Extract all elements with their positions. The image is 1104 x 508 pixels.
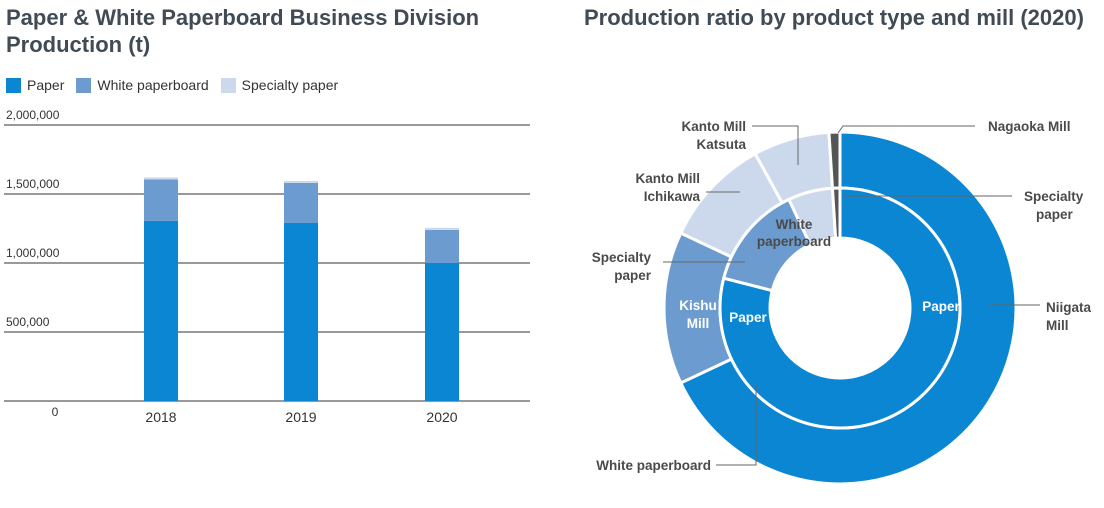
legend-swatch-specialty-paper (220, 77, 236, 93)
label-inner-paper-left: Paper (729, 310, 767, 325)
bar-segment (425, 227, 459, 230)
label-ichikawa-line1: Kanto Mill (636, 171, 701, 186)
label-inner-paper-right: Paper (922, 299, 960, 314)
donut-in-ring-labels: Kishu Mill Paper Paper White paperboard (679, 217, 960, 331)
bar-chart-title: Paper & White Paperboard Business Divisi… (6, 5, 480, 57)
legend-item-paper: Paper (6, 77, 64, 93)
x-tick-label: 2018 (145, 409, 176, 425)
donut-outer-ring (662, 130, 1018, 486)
label-katsuta-line2: Katsuta (696, 137, 746, 152)
label-niigata-line2: Mill (1046, 318, 1069, 333)
label-white-paperboard-bottom: White paperboard (596, 458, 711, 473)
bar-segment (144, 220, 178, 401)
leader-katsuta (752, 125, 799, 165)
bar-segment (284, 180, 318, 183)
label-kishu-line2: Mill (687, 316, 710, 331)
bar-chart-y-tick-labels: 0 500,000 1,000,000 1,500,000 2,000,000 (6, 108, 60, 419)
x-tick-label: 2019 (285, 409, 316, 425)
label-specialty-left-line2: paper (614, 268, 652, 283)
label-inner-white-line2: paperboard (757, 234, 831, 249)
legend-item-white-paperboard: White paperboard (76, 77, 209, 93)
bar-segment (144, 179, 178, 221)
donut-leader-lines (663, 125, 1040, 466)
bar-chart-bars (144, 177, 459, 401)
label-kishu-line1: Kishu (679, 298, 717, 313)
y-tick-label: 2,000,000 (6, 108, 60, 122)
donut-inner-ring (718, 186, 962, 430)
bar-segment (284, 182, 318, 223)
label-specialty-right-line2: paper (1036, 207, 1074, 222)
bar-chart-legend: Paper White paperboard Specialty paper (6, 77, 350, 93)
donut-slice (718, 186, 962, 430)
y-tick-label: 0 (52, 405, 59, 419)
bar-segment (144, 177, 178, 180)
y-tick-label: 1,000,000 (6, 246, 60, 260)
label-specialty-right-line1: Specialty (1024, 189, 1084, 204)
bar-segment (425, 229, 459, 263)
leader-nagaoka (837, 125, 975, 134)
bar-chart-x-tick-labels: 2018 2019 2020 (145, 409, 457, 425)
label-katsuta-line1: Kanto Mill (682, 119, 747, 134)
leader-white-paperboard-bottom (716, 384, 757, 466)
legend-swatch-white-paperboard (76, 77, 92, 93)
donut-slice (827, 130, 842, 190)
label-specialty-left-line1: Specialty (592, 250, 652, 265)
y-tick-label: 500,000 (6, 315, 50, 329)
label-niigata-line1: Niigata (1046, 300, 1092, 315)
bar-segment (425, 263, 459, 401)
legend-swatch-paper (6, 77, 21, 93)
donut-slice (830, 186, 842, 240)
label-nagaoka-mill: Nagaoka Mill (988, 119, 1071, 134)
y-tick-label: 1,500,000 (6, 177, 60, 191)
label-inner-white-line1: White (776, 217, 813, 232)
legend-label-specialty-paper: Specialty paper (241, 77, 339, 93)
label-ichikawa-line2: Ichikawa (644, 189, 701, 204)
x-tick-label: 2020 (426, 409, 457, 425)
donut-callout-labels: Nagaoka Mill Specialty paper Niigata Mil… (592, 119, 1092, 473)
donut-chart-title: Production ratio by product type and mil… (584, 5, 1084, 30)
legend-item-specialty-paper: Specialty paper (220, 77, 339, 93)
legend-label-paper: Paper (27, 77, 65, 93)
bar-segment (284, 222, 318, 401)
legend-label-white-paperboard: White paperboard (97, 77, 209, 93)
